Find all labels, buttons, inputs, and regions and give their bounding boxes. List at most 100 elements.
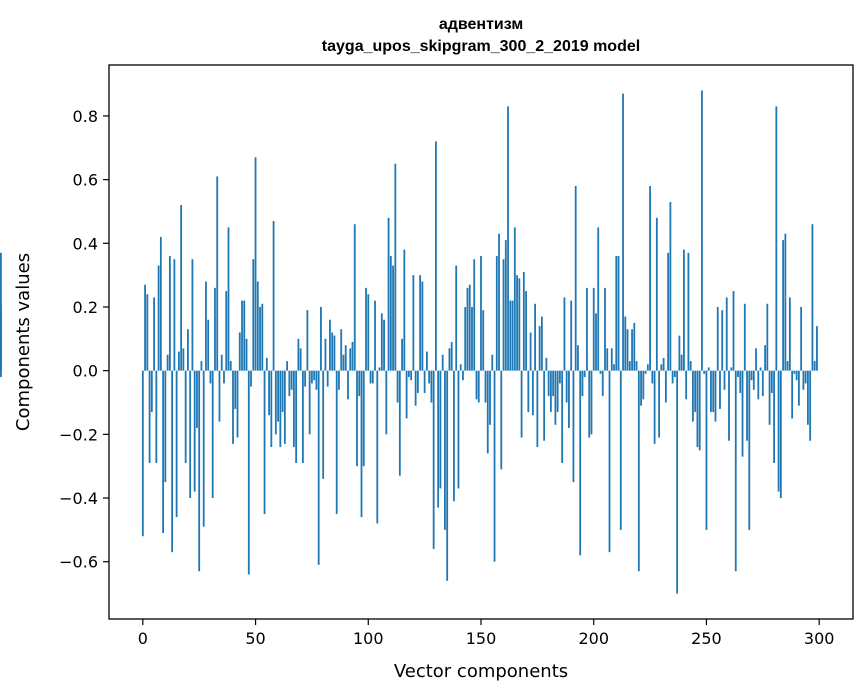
bar [168, 256, 171, 371]
bar [813, 361, 816, 371]
bar [444, 370, 446, 530]
chart-title: адвентизм [439, 16, 523, 33]
bar [0, 303, 2, 371]
bar [437, 370, 440, 508]
bar [177, 351, 180, 371]
bar [568, 370, 570, 428]
bar [159, 236, 162, 371]
bar [274, 370, 277, 435]
bar [737, 370, 739, 378]
bar [338, 370, 340, 390]
bar [389, 256, 392, 371]
bar [766, 303, 769, 371]
bar [311, 370, 313, 384]
bar [466, 287, 469, 371]
bar [597, 227, 600, 371]
bar [563, 297, 566, 371]
bar [202, 370, 205, 527]
bar [367, 294, 370, 371]
bar [696, 370, 699, 448]
bar [182, 348, 185, 371]
bar [272, 221, 275, 371]
bar [658, 370, 661, 438]
bar [531, 370, 534, 416]
bar [416, 370, 419, 393]
bar [351, 342, 354, 371]
bar [164, 370, 167, 483]
bar [243, 300, 246, 371]
bar [265, 357, 268, 371]
bar [595, 313, 597, 371]
bar [617, 256, 620, 371]
bar [725, 297, 728, 371]
bar [583, 370, 586, 378]
bar [471, 306, 473, 371]
bar [741, 370, 744, 457]
bar [540, 316, 543, 371]
bar [241, 300, 243, 371]
bar [554, 370, 557, 425]
bar [716, 306, 719, 371]
bar [268, 370, 270, 416]
bar [482, 310, 485, 371]
bar [759, 367, 762, 371]
bar [407, 370, 410, 378]
bar [205, 281, 207, 371]
bar [651, 370, 654, 384]
bar [229, 361, 232, 371]
bar [247, 370, 250, 575]
bar [703, 370, 706, 374]
bar [782, 240, 785, 371]
bar [757, 370, 760, 400]
x-tick-label: 0 [138, 629, 148, 648]
bar [577, 345, 579, 371]
bar [216, 176, 219, 371]
bar [232, 370, 234, 444]
bar [689, 361, 692, 371]
bar [435, 141, 437, 371]
bar [453, 370, 455, 502]
bar [385, 370, 388, 435]
bar [777, 370, 780, 492]
bar [579, 370, 582, 556]
bar [529, 332, 532, 371]
bar [410, 370, 413, 381]
bar [196, 370, 198, 428]
bar [223, 370, 225, 384]
bar [592, 287, 595, 371]
bar [459, 364, 462, 371]
bar [786, 361, 789, 371]
y-tick-label: 0.8 [73, 107, 98, 126]
bar [516, 275, 518, 371]
bar [768, 370, 771, 425]
bar [455, 265, 458, 371]
bar [549, 370, 552, 413]
bar [184, 370, 187, 463]
bar [342, 354, 345, 371]
bar [480, 256, 482, 371]
bar [628, 361, 631, 371]
bar [509, 300, 512, 371]
bar [746, 370, 748, 441]
bar [441, 354, 444, 371]
bar [369, 370, 372, 384]
bar [743, 303, 746, 371]
bar [664, 370, 667, 403]
bar [283, 370, 286, 444]
bar [358, 370, 361, 397]
bar [171, 370, 174, 553]
bar [263, 370, 266, 514]
y-tick-label: 0.2 [73, 298, 98, 317]
bar [538, 326, 541, 371]
bar [349, 348, 352, 371]
bar [340, 329, 343, 371]
bar [504, 240, 507, 371]
bar [619, 370, 622, 530]
bar [295, 370, 298, 463]
bar [804, 370, 807, 384]
bar [581, 370, 584, 397]
bar [279, 370, 282, 448]
bar [187, 329, 189, 371]
bar [383, 319, 385, 371]
bar [250, 370, 252, 387]
